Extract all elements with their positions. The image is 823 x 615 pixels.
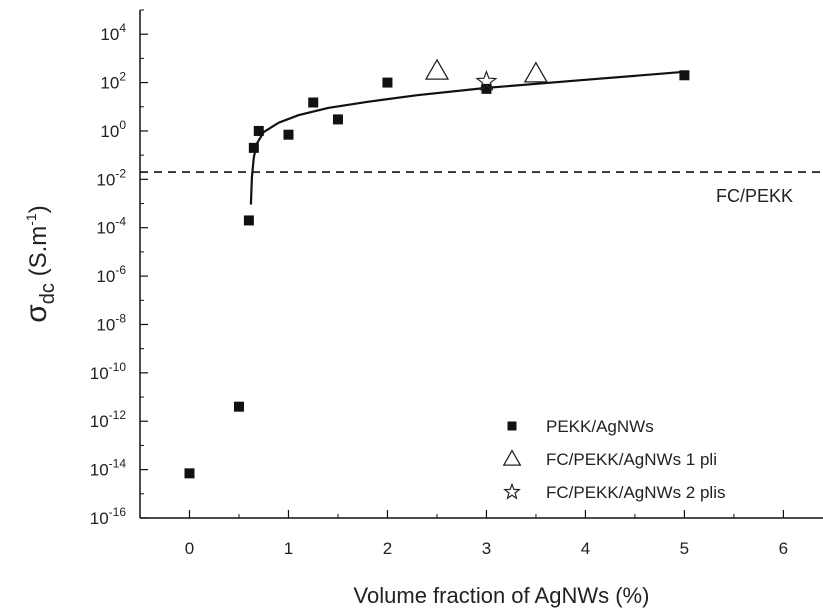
data-point-filled-square [283,129,294,140]
y-tick-label: 10-12 [90,408,127,431]
data-point-filled-square [233,401,244,412]
data-point-open-triangle [523,61,549,83]
y-tick-label: 10-2 [96,166,126,189]
data-point-open-triangle [424,58,450,80]
x-tick-label: 4 [581,539,590,558]
y-tick-label: 100 [100,118,126,141]
data-point-filled-square [248,142,259,153]
y-tick-label: 10-6 [96,263,126,286]
y-axis-title: σdc (S.m-1) [20,205,59,322]
legend-label: FC/PEKK/AgNWs 2 plis [546,483,726,502]
legend-marker-filled-square [507,421,517,431]
fit-curve [249,70,685,205]
x-tick-label: 2 [383,539,392,558]
y-tick-label: 102 [100,70,126,93]
x-tick-label: 6 [779,539,788,558]
data-point-filled-square [184,468,195,479]
y-tick-label: 10-8 [96,311,126,334]
y-tick-label: 10-14 [90,457,127,480]
x-axis-title: Volume fraction of AgNWs (%) [354,583,650,608]
data-point-filled-square [332,114,343,125]
data-point-filled-square [243,215,254,226]
data-point-filled-square [308,97,319,108]
reference-line-label: FC/PEKK [716,186,793,206]
x-tick-label: 3 [482,539,491,558]
x-tick-label: 1 [284,539,293,558]
legend-label: FC/PEKK/AgNWs 1 pli [546,450,717,469]
data-point-filled-square [679,70,690,81]
y-tick-label: 104 [100,21,126,44]
x-tick-label: 5 [680,539,689,558]
y-tick-label: 10-16 [90,505,127,528]
data-point-filled-square [481,83,492,94]
legend-marker-open-triangle [502,449,522,466]
data-point-filled-square [253,125,264,136]
legend-marker-open-star [503,482,521,500]
y-tick-label: 10-4 [96,215,126,238]
x-tick-label: 0 [185,539,194,558]
legend-label: PEKK/AgNWs [546,417,654,436]
y-tick-label: 10-10 [90,360,127,383]
data-point-open-star [475,69,498,92]
data-point-filled-square [382,77,393,88]
